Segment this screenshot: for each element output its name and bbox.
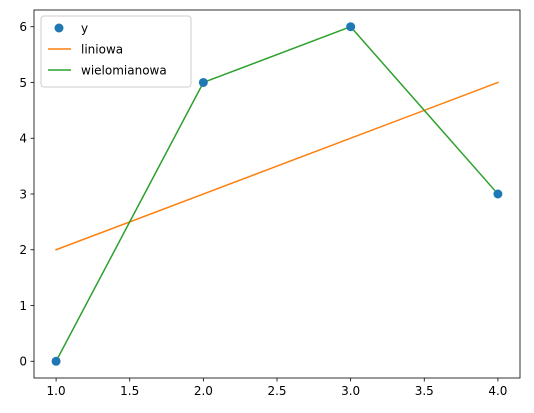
plot-area	[51, 22, 503, 366]
y-tick-label: 2	[19, 243, 27, 257]
legend-label-wielomianowa: wielomianowa	[81, 63, 167, 77]
y-tick-label: 0	[19, 355, 27, 369]
data-point-y	[198, 77, 208, 87]
y-tick-label: 4	[19, 132, 27, 146]
series-line-wielomianowa	[55, 25, 499, 363]
data-point-y	[346, 22, 356, 32]
axis-ticks: 1.0 1.5 2.0 2.5 3.0 3.5 4.0 0 1 2 3 4 5 6	[19, 20, 507, 398]
y-tick-label: 5	[19, 76, 27, 90]
data-point-y	[51, 356, 61, 366]
legend-label-liniowa: liniowa	[81, 42, 123, 56]
y-tick-label: 6	[19, 20, 27, 34]
legend-label-y: y	[81, 21, 88, 35]
x-tick-label: 1.0	[47, 384, 66, 398]
x-tick-label: 4.0	[488, 384, 507, 398]
legend: y liniowa wielomianowa	[40, 15, 192, 88]
x-tick-label: 2.0	[194, 384, 213, 398]
x-tick-label: 3.0	[341, 384, 360, 398]
y-tick-label: 1	[19, 299, 27, 313]
x-tick-label: 1.5	[120, 384, 139, 398]
data-point-y	[493, 189, 503, 199]
legend-swatch-y	[54, 23, 64, 33]
legend-box	[40, 15, 192, 88]
y-tick-label: 3	[19, 187, 27, 201]
series-line-liniowa	[55, 81, 499, 251]
x-tick-label: 3.5	[415, 384, 434, 398]
x-tick-label: 2.5	[267, 384, 286, 398]
